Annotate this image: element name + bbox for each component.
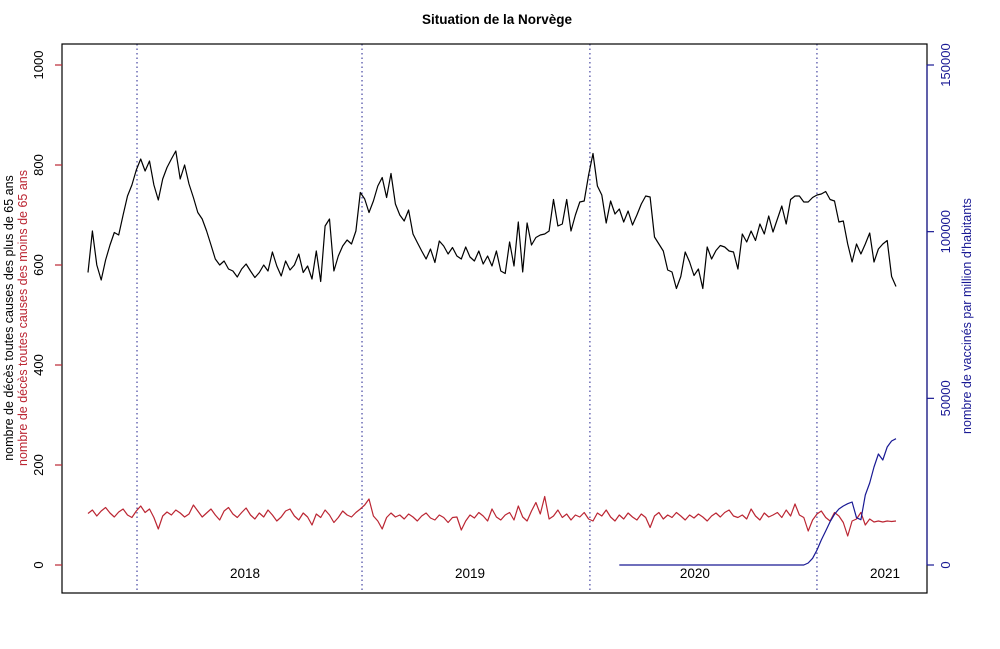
right-axis-tick-label: 50000 — [938, 380, 953, 416]
left-axis-tick-label: 400 — [31, 354, 46, 376]
series-lines — [87, 150, 897, 566]
right-axis-tick-label: 100000 — [938, 210, 953, 253]
chart-title: Situation de la Norvège — [421, 12, 573, 27]
left-axis-title-secondary: nombre de décès toutes causes des moins … — [16, 170, 30, 466]
x-axis-year-label: 2020 — [680, 566, 710, 581]
left-axis-tick-label: 1000 — [31, 51, 46, 80]
right-axis-title: nombre de vaccinés par million d'habitan… — [960, 198, 974, 434]
x-axis-year-label: 2019 — [455, 566, 485, 581]
left-axis-title-primary: nombre de décès toutes causes des plus d… — [2, 175, 16, 461]
axis-ticks: 0 200 400 600 800 1000 0 50000 100000 150000 2018 2… — [31, 43, 953, 581]
series-line-deces_moins_de_65_ans — [87, 495, 897, 537]
series-line-deces_plus_de_65_ans — [87, 150, 897, 290]
right-axis-tick-label: 150000 — [938, 43, 953, 86]
left-axis-tick-label: 200 — [31, 454, 46, 476]
right-axis-tick-label: 0 — [938, 561, 953, 568]
series-line-vaccines_par_million — [619, 438, 897, 566]
year-gridlines — [136, 44, 818, 593]
left-axis-tick-label: 0 — [31, 561, 46, 568]
left-axis-tick-label: 800 — [31, 154, 46, 176]
left-axis-tick-label: 600 — [31, 254, 46, 276]
x-axis-year-label: 2018 — [230, 566, 260, 581]
x-axis-year-label: 2021 — [870, 566, 900, 581]
